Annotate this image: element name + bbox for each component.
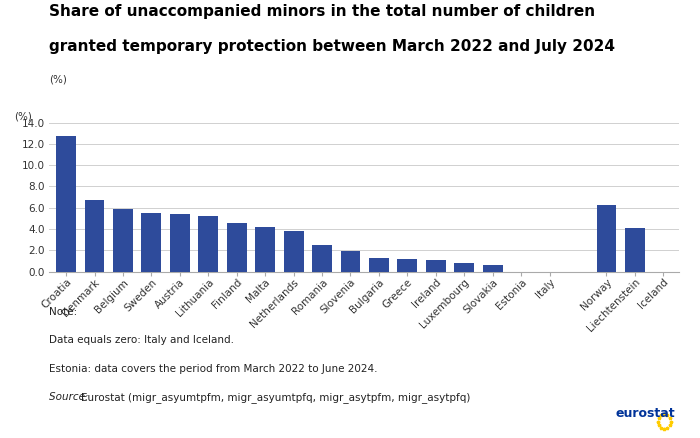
Text: granted temporary protection between March 2022 and July 2024: granted temporary protection between Mar… (49, 39, 615, 54)
Bar (398, 259, 417, 272)
Bar (340, 251, 360, 272)
Text: Estonia: data covers the period from March 2022 to June 2024.: Estonia: data covers the period from Mar… (49, 364, 377, 374)
Bar (227, 223, 246, 272)
Bar (454, 262, 474, 272)
Bar (312, 245, 332, 272)
Bar (426, 260, 446, 272)
Bar (198, 216, 218, 272)
Bar (170, 214, 190, 272)
Bar (369, 258, 389, 272)
Text: Eurostat (migr_asyumtpfm, migr_asyumtpfq, migr_asytpfm, migr_asytpfq): Eurostat (migr_asyumtpfm, migr_asyumtpfq… (81, 392, 470, 403)
Bar (85, 200, 104, 272)
Text: (%): (%) (49, 74, 67, 85)
Bar (483, 265, 503, 272)
Bar (284, 230, 304, 272)
Bar (113, 209, 133, 272)
Bar (596, 205, 617, 272)
Text: Source:: Source: (49, 392, 92, 402)
Text: (%): (%) (15, 111, 32, 121)
Bar (625, 229, 645, 272)
Text: eurostat: eurostat (616, 407, 676, 420)
Text: Data equals zero: Italy and Iceland.: Data equals zero: Italy and Iceland. (49, 335, 234, 345)
Bar (56, 137, 76, 272)
Text: Share of unaccompanied minors in the total number of children: Share of unaccompanied minors in the tot… (49, 4, 595, 19)
Bar (256, 227, 275, 272)
Bar (141, 213, 161, 272)
Text: Note:: Note: (49, 307, 77, 317)
